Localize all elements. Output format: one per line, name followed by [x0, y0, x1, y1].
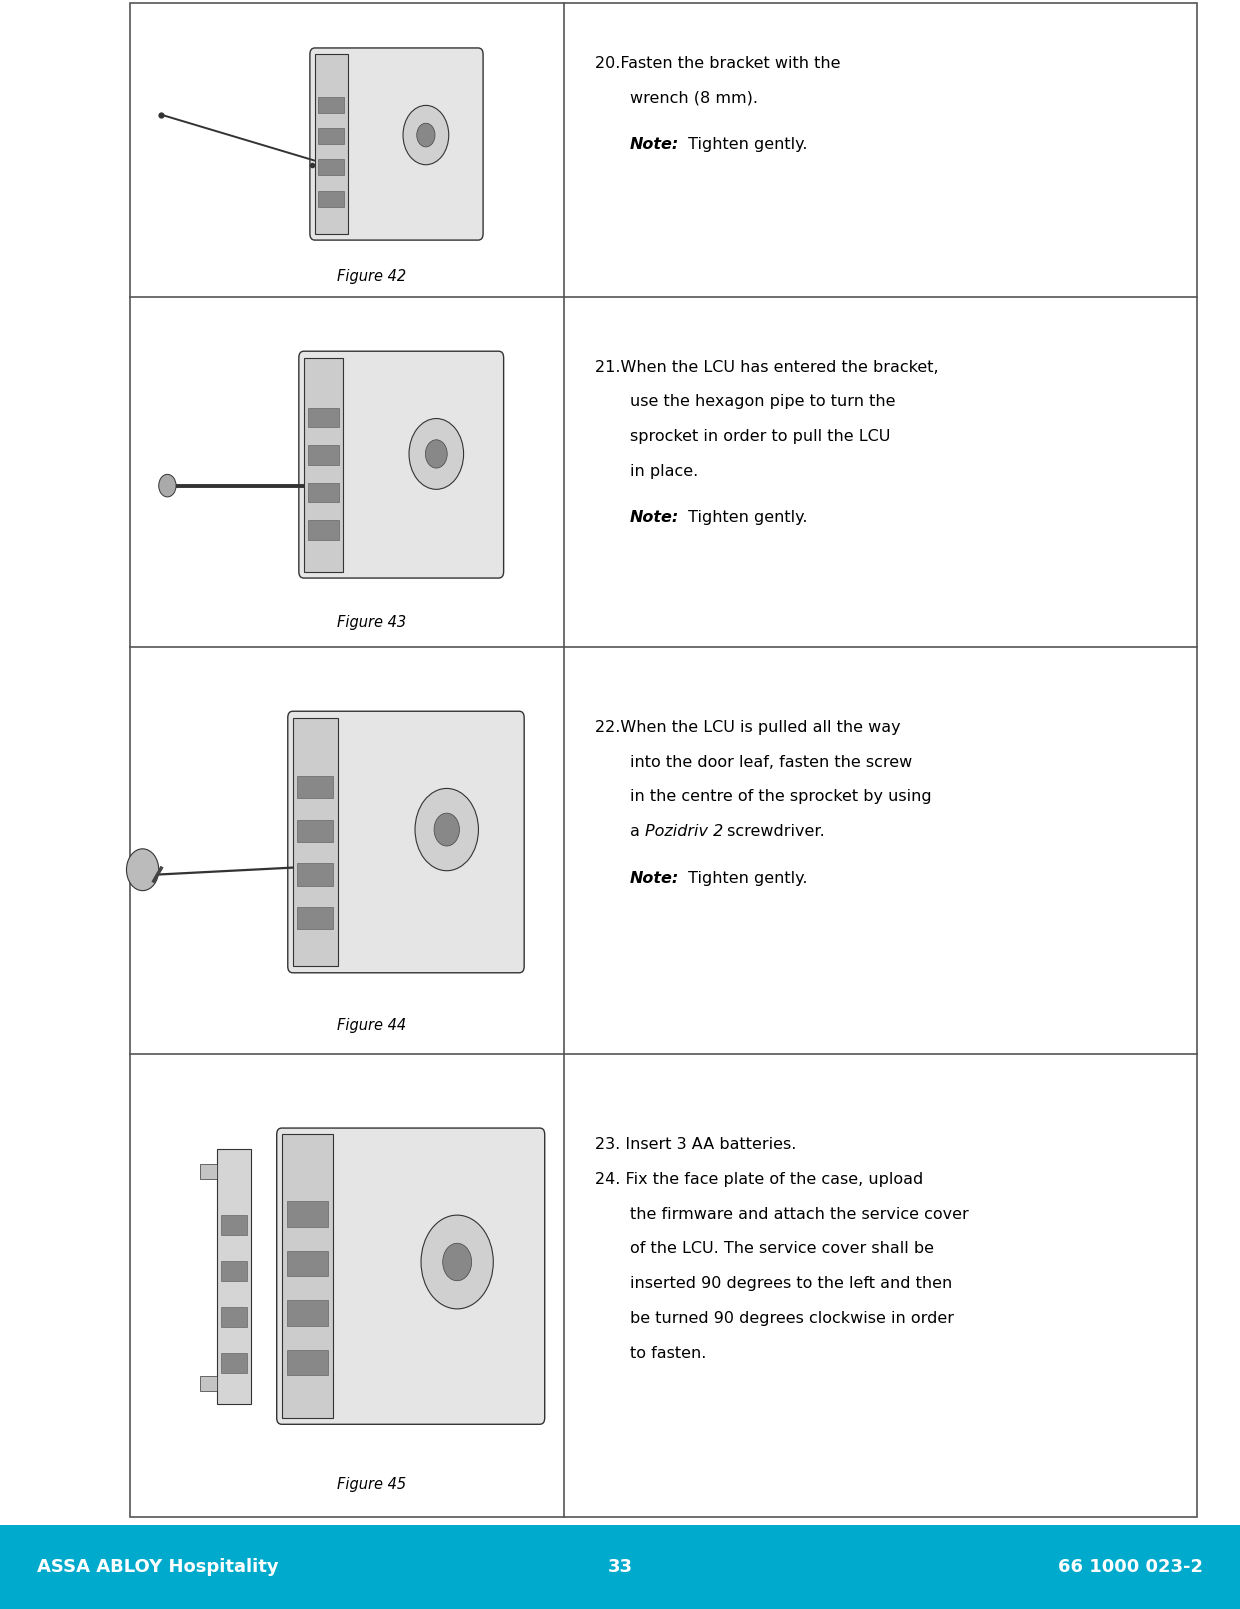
- Circle shape: [126, 850, 159, 891]
- Circle shape: [434, 813, 460, 846]
- Text: Figure 42: Figure 42: [337, 269, 407, 283]
- Text: to fasten.: to fasten.: [630, 1345, 707, 1361]
- Bar: [286, 1350, 329, 1376]
- Bar: [308, 520, 339, 539]
- Text: ASSA ABLOY Hospitality: ASSA ABLOY Hospitality: [37, 1558, 279, 1577]
- Text: 21.When the LCU has entered the bracket,: 21.When the LCU has entered the bracket,: [595, 359, 939, 375]
- Text: Note:: Note:: [630, 510, 680, 525]
- Circle shape: [443, 1244, 471, 1281]
- Text: a: a: [630, 824, 645, 840]
- Bar: [286, 1250, 329, 1276]
- Text: be turned 90 degrees clockwise in order: be turned 90 degrees clockwise in order: [630, 1311, 954, 1326]
- Bar: [201, 1376, 217, 1390]
- Text: 20.Fasten the bracket with the: 20.Fasten the bracket with the: [595, 56, 841, 71]
- Text: 24. Fix the face plate of the case, upload: 24. Fix the face plate of the case, uplo…: [595, 1171, 924, 1187]
- Text: 22.When the LCU is pulled all the way: 22.When the LCU is pulled all the way: [595, 719, 900, 735]
- Bar: [319, 97, 345, 113]
- Bar: [308, 483, 339, 502]
- Circle shape: [409, 418, 464, 489]
- Text: Tighten gently.: Tighten gently.: [683, 870, 807, 885]
- Circle shape: [159, 475, 176, 497]
- Circle shape: [417, 124, 435, 146]
- Text: Note:: Note:: [630, 870, 680, 885]
- Circle shape: [415, 788, 479, 870]
- Circle shape: [403, 106, 449, 164]
- Bar: [298, 906, 334, 928]
- Bar: [217, 1149, 250, 1403]
- Bar: [298, 819, 334, 842]
- FancyBboxPatch shape: [288, 711, 525, 973]
- Text: Figure 45: Figure 45: [337, 1477, 407, 1492]
- Bar: [201, 1163, 217, 1179]
- Text: the firmware and attach the service cover: the firmware and attach the service cove…: [630, 1207, 968, 1221]
- Text: Figure 43: Figure 43: [337, 615, 407, 629]
- Text: sprocket in order to pull the LCU: sprocket in order to pull the LCU: [630, 430, 890, 444]
- Text: of the LCU. The service cover shall be: of the LCU. The service cover shall be: [630, 1241, 934, 1257]
- Bar: [281, 1134, 334, 1418]
- Bar: [286, 1300, 329, 1326]
- Bar: [221, 1261, 247, 1281]
- Bar: [221, 1215, 247, 1236]
- Text: Pozidriv 2: Pozidriv 2: [645, 824, 723, 840]
- Bar: [315, 55, 347, 233]
- FancyBboxPatch shape: [130, 3, 1197, 1517]
- Bar: [304, 357, 342, 571]
- Text: Note:: Note:: [630, 137, 680, 153]
- FancyBboxPatch shape: [277, 1128, 544, 1424]
- Bar: [308, 446, 339, 465]
- Bar: [286, 1200, 329, 1226]
- FancyBboxPatch shape: [0, 1525, 1240, 1609]
- Text: wrench (8 mm).: wrench (8 mm).: [630, 90, 758, 106]
- Bar: [293, 718, 339, 967]
- Bar: [221, 1353, 247, 1372]
- Circle shape: [422, 1215, 494, 1308]
- Text: Figure 44: Figure 44: [337, 1017, 407, 1033]
- Text: Tighten gently.: Tighten gently.: [683, 510, 807, 525]
- Text: into the door leaf, fasten the screw: into the door leaf, fasten the screw: [630, 755, 913, 769]
- FancyBboxPatch shape: [299, 351, 503, 578]
- Bar: [298, 862, 334, 885]
- Text: 33: 33: [608, 1558, 632, 1577]
- FancyBboxPatch shape: [310, 48, 484, 240]
- Text: inserted 90 degrees to the left and then: inserted 90 degrees to the left and then: [630, 1276, 952, 1290]
- Bar: [221, 1307, 247, 1327]
- Bar: [298, 776, 334, 798]
- Text: Tighten gently.: Tighten gently.: [683, 137, 807, 153]
- Text: 66 1000 023-2: 66 1000 023-2: [1058, 1558, 1203, 1577]
- Bar: [319, 127, 345, 145]
- Bar: [319, 159, 345, 175]
- Text: in place.: in place.: [630, 463, 698, 479]
- Bar: [319, 190, 345, 208]
- Circle shape: [425, 439, 448, 468]
- Text: use the hexagon pipe to turn the: use the hexagon pipe to turn the: [630, 394, 895, 409]
- Text: 23. Insert 3 AA batteries.: 23. Insert 3 AA batteries.: [595, 1138, 796, 1152]
- Bar: [308, 409, 339, 426]
- Text: screwdriver.: screwdriver.: [722, 824, 825, 840]
- Text: in the centre of the sprocket by using: in the centre of the sprocket by using: [630, 790, 931, 804]
